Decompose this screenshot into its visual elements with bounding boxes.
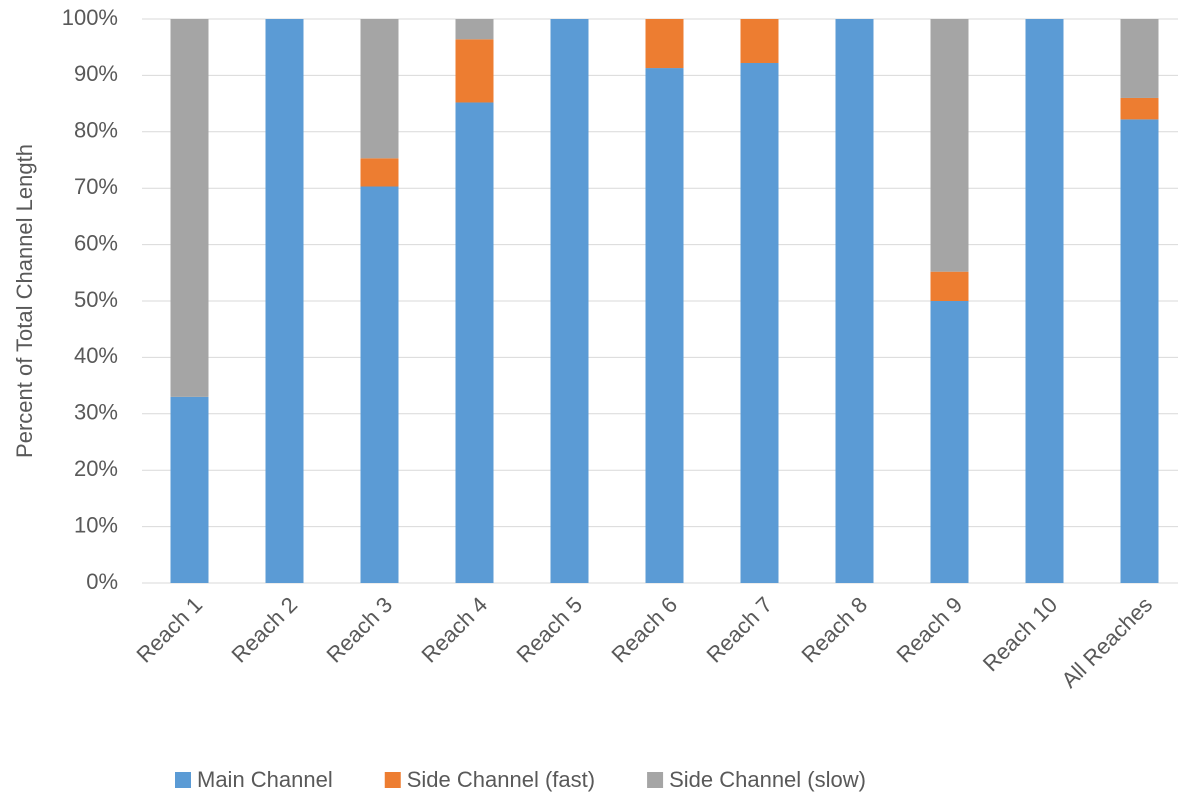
bar-segment <box>740 62 779 583</box>
y-tick-label: 90% <box>74 61 118 86</box>
x-tick-label: Reach 9 <box>892 592 968 668</box>
bar-segment <box>360 158 399 187</box>
y-tick-label: 10% <box>74 512 118 537</box>
bar-segment <box>740 19 779 63</box>
x-tick-label: Reach 7 <box>702 592 778 668</box>
bar-segment <box>645 68 684 584</box>
bar-segment <box>1025 19 1064 583</box>
x-tick-label: Reach 4 <box>417 592 493 668</box>
y-tick-label: 60% <box>74 230 118 255</box>
y-tick-label: 20% <box>74 456 118 481</box>
bar-segment <box>455 102 494 584</box>
y-tick-label: 30% <box>74 400 118 425</box>
bar-segment <box>360 19 399 159</box>
bar-segment <box>170 396 209 583</box>
bar-segment <box>930 271 969 301</box>
legend-label: Side Channel (slow) <box>669 767 866 792</box>
legend-swatch <box>647 772 664 788</box>
legend-label: Main Channel <box>197 767 333 792</box>
x-tick-label: Reach 5 <box>512 592 588 668</box>
x-tick-label: Reach 10 <box>978 592 1062 676</box>
x-tick-label: Reach 1 <box>132 592 208 668</box>
y-tick-label: 40% <box>74 343 118 368</box>
y-tick-label: 70% <box>74 174 118 199</box>
y-tick-label: 80% <box>74 118 118 143</box>
x-tick-label: Reach 8 <box>797 592 873 668</box>
x-tick-label: All Reaches <box>1056 592 1157 693</box>
bar-segment <box>1120 19 1159 98</box>
bar-segment <box>835 19 874 583</box>
bar-segment <box>645 19 684 69</box>
legend-label: Side Channel (fast) <box>407 767 595 792</box>
bar-segment <box>1120 119 1159 583</box>
y-tick-label: 0% <box>86 569 118 594</box>
bar-segment <box>360 186 399 583</box>
legend-swatch <box>175 772 191 788</box>
y-tick-label: 50% <box>74 287 118 312</box>
bar-segment <box>455 39 494 103</box>
x-tick-label: Reach 6 <box>607 592 683 668</box>
bar-segment <box>170 19 209 397</box>
legend-swatch <box>384 772 401 788</box>
y-tick-label: 100% <box>62 5 118 30</box>
x-tick-label: Reach 3 <box>322 592 398 668</box>
y-axis-label: Percent of Total Channel Length <box>12 144 37 458</box>
bar-segment <box>1120 97 1159 120</box>
bar-segment <box>265 19 304 583</box>
bar-segment <box>455 19 494 40</box>
x-tick-label: Reach 2 <box>227 592 303 668</box>
bar-segment <box>930 19 969 272</box>
bar-segment <box>930 301 969 583</box>
bar-segment <box>550 19 589 583</box>
